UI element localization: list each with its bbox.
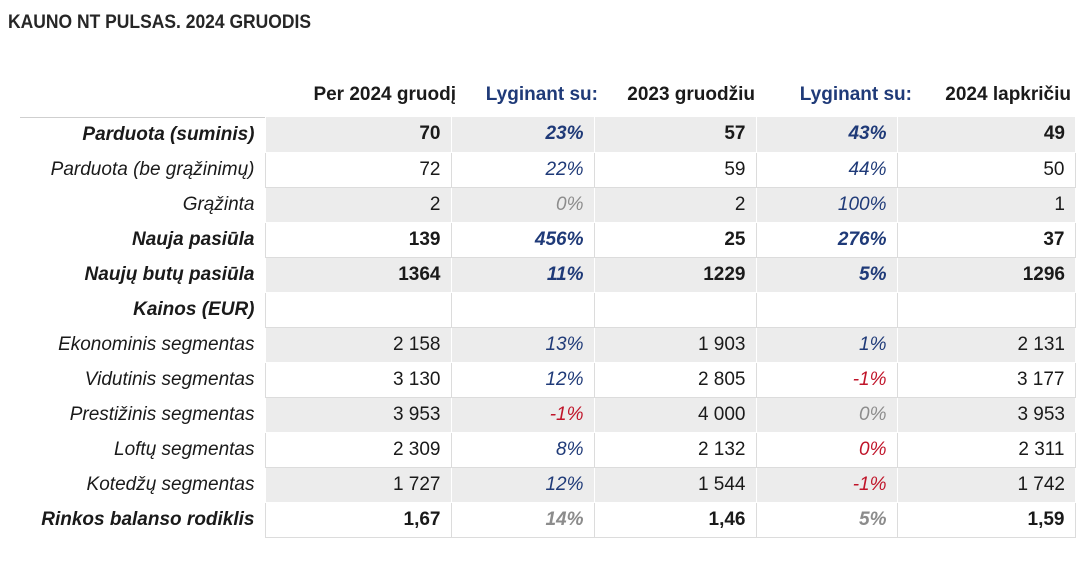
cell-prev-month: 50	[896, 151, 1076, 188]
cell-change-month: -1%	[755, 467, 897, 503]
cell-prev-month: 1,59	[896, 501, 1076, 538]
cell-prev-month: 1	[896, 187, 1075, 223]
cell-prev-year: 25	[593, 221, 756, 258]
page-title: KAUNO NT PULSAS. 2024 GRUODIS	[8, 12, 312, 33]
row-label: Nauja pasiūla	[132, 228, 255, 250]
cell-prev-month: 1 742	[896, 467, 1075, 503]
table-row: Vidutinis segmentas 3 130 12% 2 805 -1% 3 177	[20, 361, 1076, 398]
cell-prev-year	[593, 291, 756, 328]
cell-change-month: 0%	[755, 431, 897, 468]
header-prev-year: 2023 gruodžiu	[627, 84, 755, 105]
cell-current: 2 309	[264, 431, 451, 468]
row-label: Parduota (suminis)	[82, 123, 255, 145]
cell-prev-month	[896, 291, 1076, 328]
cell-change-month: 44%	[755, 151, 897, 188]
cell-prev-year: 1 544	[593, 467, 756, 503]
table-row: Kotedžų segmentas 1 727 12% 1 544 -1% 1 742	[20, 467, 1075, 503]
row-label: Vidutinis segmentas	[84, 368, 255, 390]
cell-prev-month: 3 177	[896, 361, 1076, 398]
cell-current: 3 130	[264, 361, 451, 398]
cell-current: 70	[264, 117, 451, 153]
cell-change-month: 276%	[755, 221, 897, 258]
cell-prev-month: 49	[896, 117, 1075, 153]
table-row: Ekonominis segmentas 2 158 13% 1 903 1% 2 131	[20, 327, 1075, 363]
cell-current: 72	[264, 151, 451, 188]
pulse-table: Parduota (suminis) 70 23% 57 43% 49 Parduota (…	[20, 117, 1076, 538]
row-label: Parduota (be grąžinimų)	[50, 158, 255, 180]
cell-prev-year: 2	[593, 187, 756, 223]
cell-change-year: 23%	[450, 117, 594, 153]
table-row: Kainos (EUR)	[20, 291, 1076, 328]
cell-change-year: 12%	[450, 467, 594, 503]
cell-prev-year: 2 132	[593, 431, 756, 468]
cell-change-year: 8%	[450, 431, 594, 468]
cell-prev-month: 2 311	[896, 431, 1076, 468]
table-row: Nauja pasiūla 139 456% 25 276% 37	[20, 221, 1076, 258]
cell-change-month: 1%	[755, 327, 897, 363]
cell-change-month: 5%	[755, 501, 897, 538]
cell-change-year: 12%	[450, 361, 594, 398]
cell-current: 1,67	[264, 501, 451, 538]
row-label: Kotedžų segmentas	[86, 473, 255, 495]
cell-change-month: 5%	[755, 257, 897, 293]
table-row: Rinkos balanso rodiklis 1,67 14% 1,46 5% 1,59	[20, 501, 1076, 538]
cell-prev-month: 1296	[896, 257, 1075, 293]
header-current: Per 2024 gruodį	[313, 84, 456, 105]
cell-prev-year: 57	[593, 117, 756, 153]
table-row: Parduota (suminis) 70 23% 57 43% 49	[20, 117, 1075, 153]
cell-prev-year: 1,46	[593, 501, 756, 538]
cell-change-year: -1%	[450, 397, 594, 433]
row-label: Grąžinta	[182, 193, 255, 215]
cell-current: 3 953	[264, 397, 451, 433]
table-body: Parduota (suminis) 70 23% 57 43% 49 Parduota (…	[20, 117, 1076, 538]
cell-change-month: -1%	[755, 361, 897, 398]
cell-prev-year: 1 903	[593, 327, 756, 363]
table-row: Parduota (be grąžinimų) 72 22% 59 44% 50	[20, 151, 1076, 188]
cell-current: 2 158	[264, 327, 451, 363]
cell-change-month: 100%	[755, 187, 897, 223]
cell-prev-month: 3 953	[896, 397, 1075, 433]
cell-current: 1 727	[264, 467, 451, 503]
cell-change-month: 0%	[755, 397, 897, 433]
cell-prev-month: 2 131	[896, 327, 1075, 363]
table-row: Naujų butų pasiūla 1364 11% 1229 5% 1296	[20, 257, 1075, 293]
row-label: Loftų segmentas	[114, 438, 255, 460]
row-label: Kainos (EUR)	[133, 298, 255, 320]
cell-change-year: 22%	[450, 151, 594, 188]
cell-change-year: 456%	[450, 221, 594, 258]
cell-change-year: 0%	[450, 187, 594, 223]
row-label: Prestižinis segmentas	[69, 403, 255, 425]
cell-change-year: 14%	[450, 501, 594, 538]
cell-current	[264, 291, 451, 328]
cell-current: 139	[264, 221, 451, 258]
cell-current: 2	[264, 187, 451, 223]
cell-change-year: 11%	[450, 257, 594, 293]
cell-change-year	[450, 291, 594, 328]
cell-prev-year: 1229	[593, 257, 756, 293]
header-prev-month: 2024 lapkričiu	[945, 84, 1071, 105]
row-label: Ekonominis segmentas	[58, 333, 255, 355]
cell-change-year: 13%	[450, 327, 594, 363]
header-compare-2: Lyginant su:	[799, 84, 912, 105]
table-row: Grąžinta 2 0% 2 100% 1	[20, 187, 1075, 223]
table-row: Prestižinis segmentas 3 953 -1% 4 000 0% 3 95…	[20, 397, 1075, 433]
cell-prev-year: 59	[593, 151, 756, 188]
row-label: Rinkos balanso rodiklis	[41, 508, 255, 530]
cell-prev-year: 4 000	[593, 397, 756, 433]
table-row: Loftų segmentas 2 309 8% 2 132 0% 2 311	[20, 431, 1076, 468]
row-label: Naujų butų pasiūla	[84, 263, 255, 285]
cell-change-month: 43%	[755, 117, 897, 153]
cell-prev-year: 2 805	[593, 361, 756, 398]
cell-current: 1364	[264, 257, 451, 293]
cell-prev-month: 37	[896, 221, 1076, 258]
header-compare-1: Lyginant su:	[485, 84, 598, 105]
cell-change-month	[755, 291, 897, 328]
